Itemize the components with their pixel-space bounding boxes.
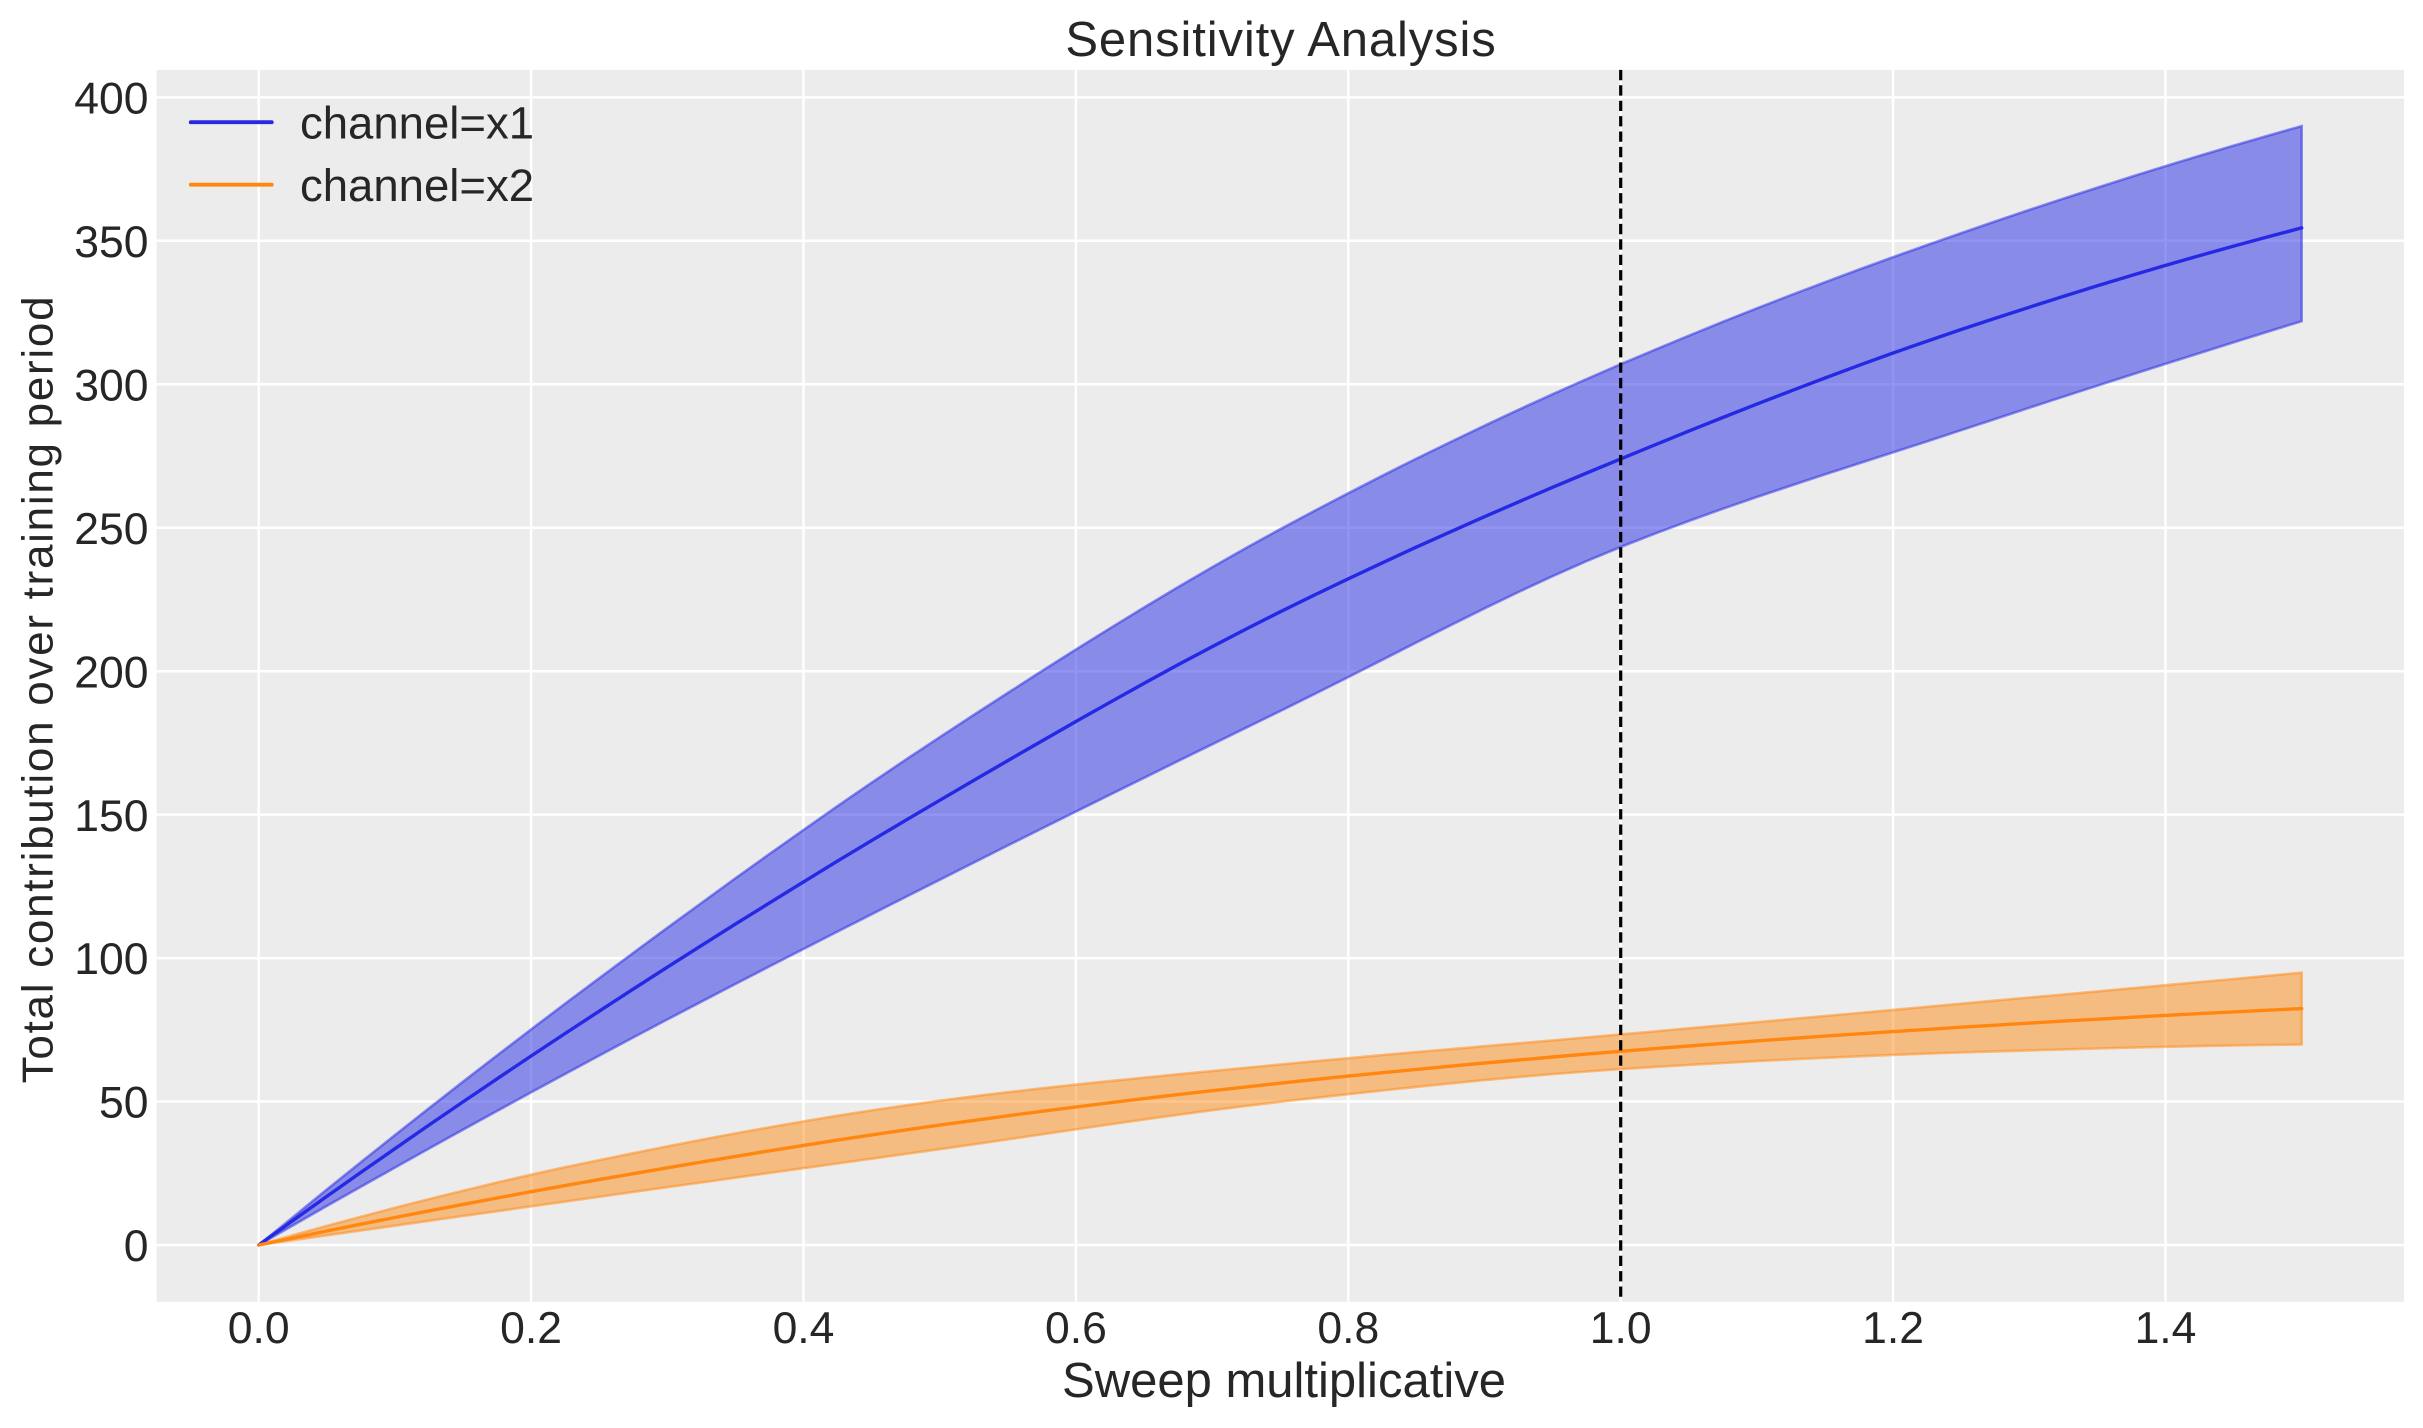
svg-text:1.4: 1.4	[2135, 1304, 2197, 1353]
svg-text:150: 150	[74, 792, 148, 841]
svg-text:250: 250	[74, 505, 148, 554]
svg-text:0.8: 0.8	[1317, 1304, 1379, 1353]
svg-text:50: 50	[99, 1079, 149, 1128]
svg-text:Total contribution over traini: Total contribution over training period	[14, 295, 63, 1084]
svg-text:0.4: 0.4	[773, 1304, 835, 1353]
svg-text:300: 300	[74, 361, 148, 410]
svg-text:Sweep multiplicative: Sweep multiplicative	[1062, 1354, 1506, 1408]
svg-text:1.0: 1.0	[1590, 1304, 1652, 1353]
svg-text:0.6: 0.6	[1045, 1304, 1107, 1353]
svg-text:0: 0	[124, 1222, 149, 1271]
svg-text:0.0: 0.0	[228, 1304, 290, 1353]
svg-text:400: 400	[74, 75, 148, 124]
svg-text:1.2: 1.2	[1862, 1304, 1924, 1353]
svg-text:100: 100	[74, 935, 148, 984]
svg-text:0.2: 0.2	[500, 1304, 562, 1353]
svg-text:channel=x1: channel=x1	[300, 98, 534, 149]
svg-text:channel=x2: channel=x2	[300, 160, 534, 211]
svg-text:200: 200	[74, 648, 148, 697]
svg-text:350: 350	[74, 218, 148, 267]
svg-text:Sensitivity Analysis: Sensitivity Analysis	[1065, 13, 1496, 67]
